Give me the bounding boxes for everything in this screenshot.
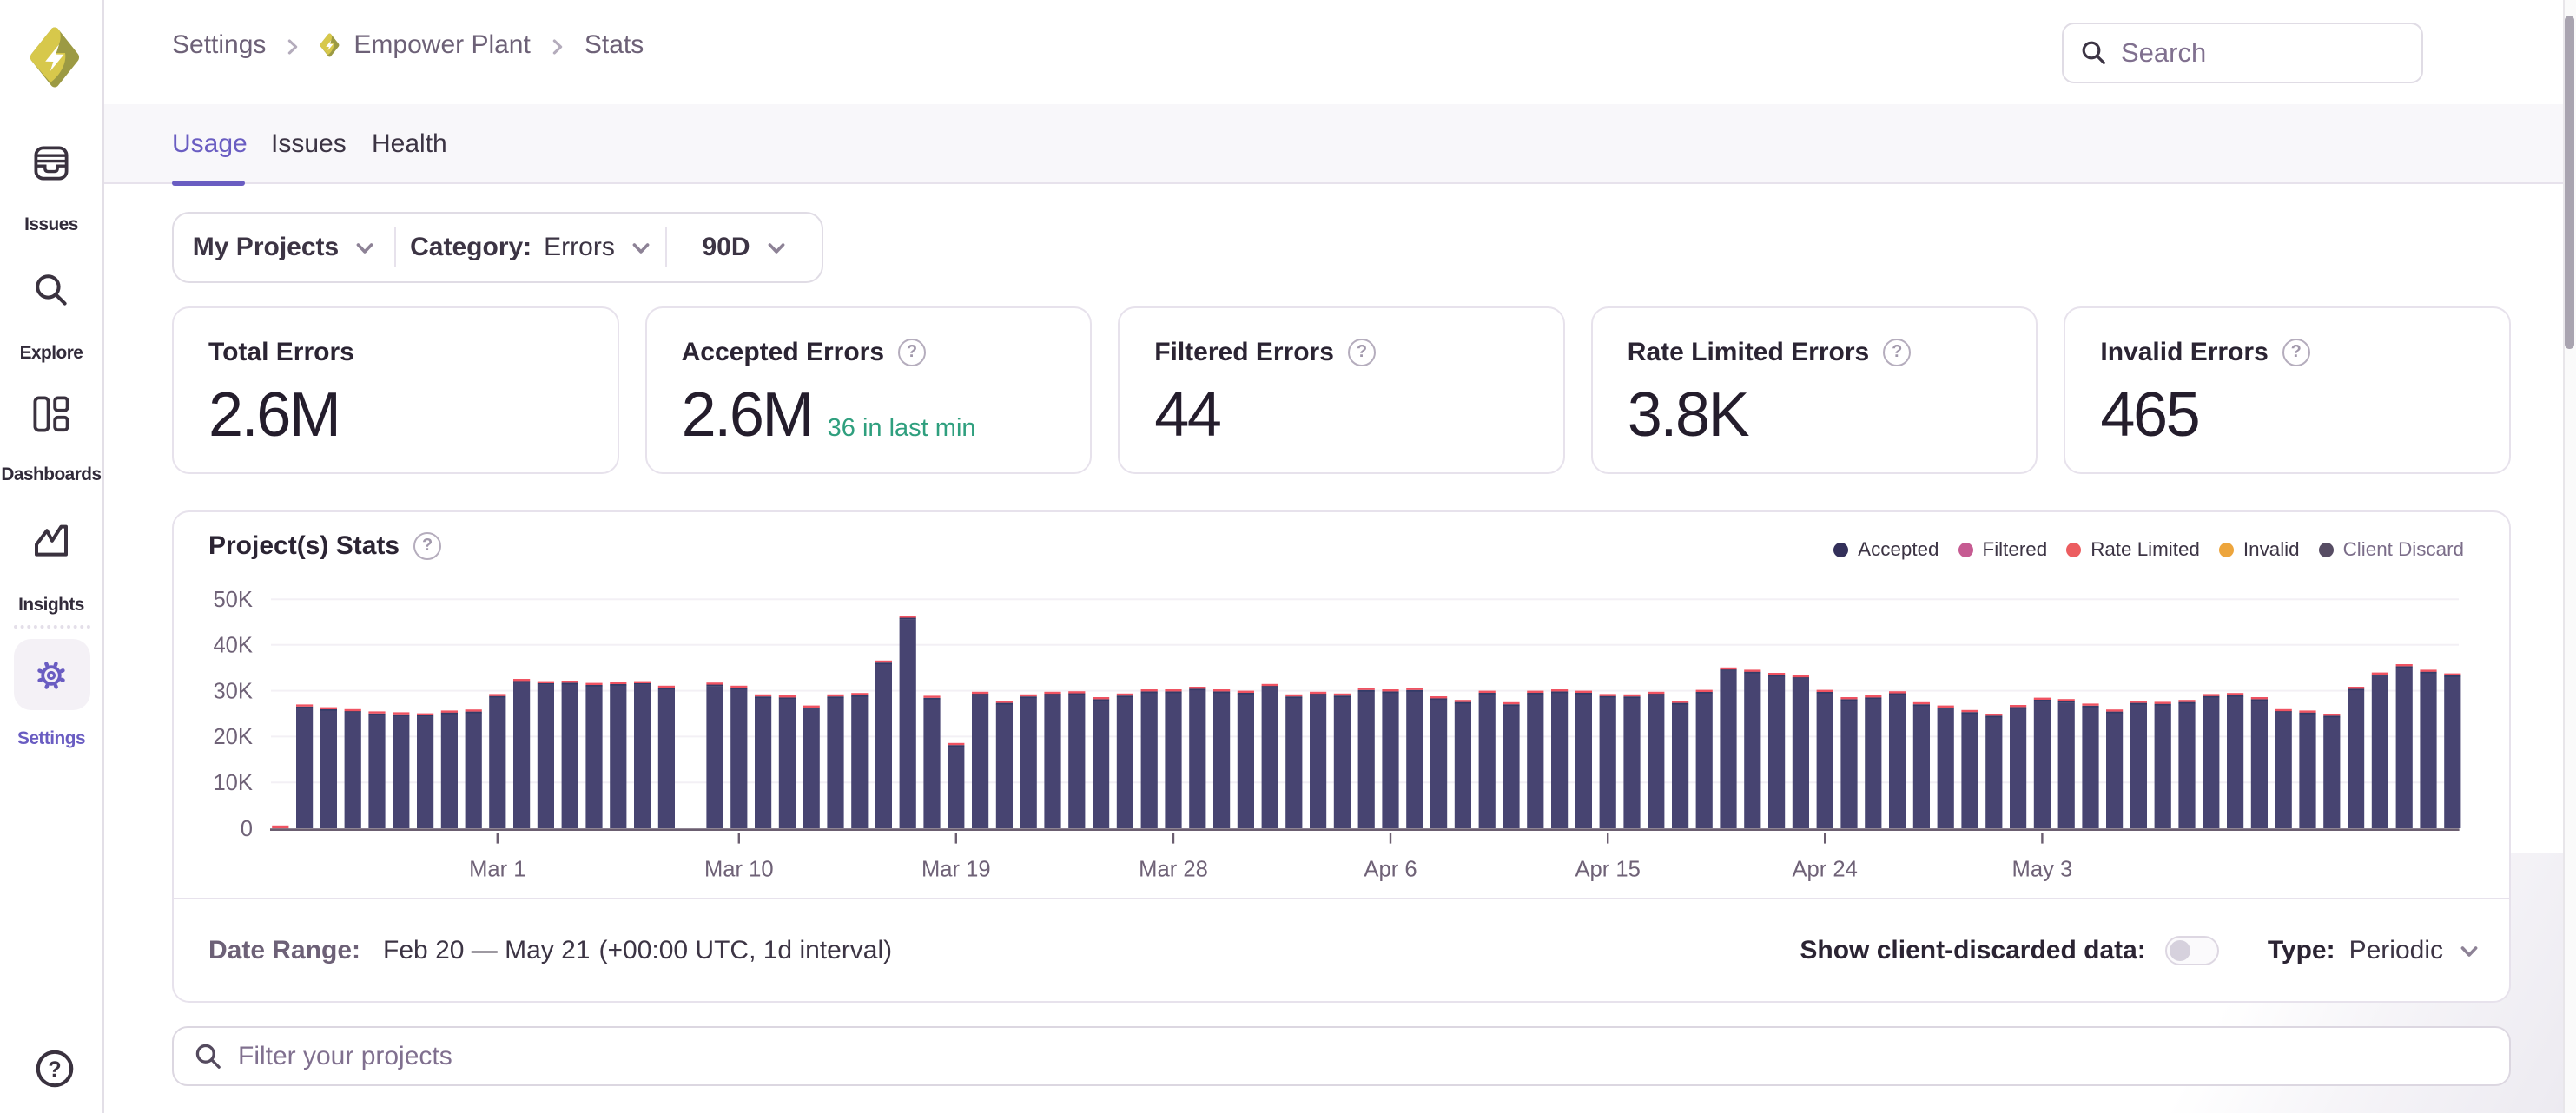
svg-text:Apr 15: Apr 15 xyxy=(1575,858,1640,882)
svg-text:Mar 19: Mar 19 xyxy=(921,858,991,882)
svg-text:Mar 10: Mar 10 xyxy=(704,858,774,882)
svg-text:30K: 30K xyxy=(213,679,253,703)
svg-text:10K: 10K xyxy=(213,771,253,795)
svg-text:Mar 28: Mar 28 xyxy=(1139,858,1208,882)
svg-text:40K: 40K xyxy=(213,634,253,658)
svg-text:May 3: May 3 xyxy=(2012,858,2073,882)
svg-text:Apr 24: Apr 24 xyxy=(1792,858,1857,882)
svg-text:50K: 50K xyxy=(213,588,253,612)
svg-text:0: 0 xyxy=(241,817,253,841)
svg-text:Mar 1: Mar 1 xyxy=(469,858,525,882)
svg-text:?: ? xyxy=(48,1057,61,1082)
svg-text:Apr 6: Apr 6 xyxy=(1364,858,1417,882)
svg-text:20K: 20K xyxy=(213,725,253,749)
